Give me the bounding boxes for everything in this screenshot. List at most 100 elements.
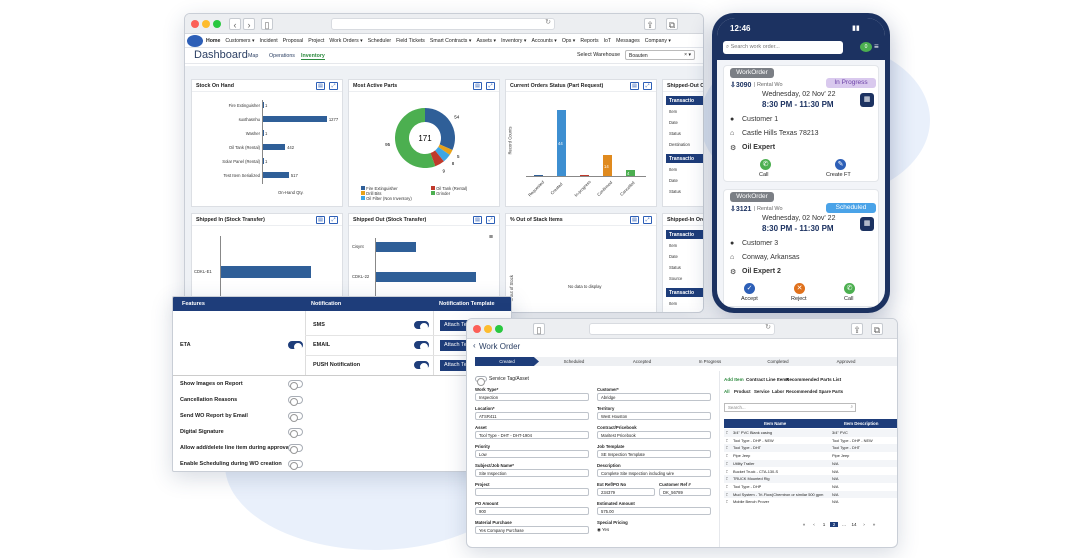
subtab-product[interactable]: Product bbox=[734, 389, 751, 394]
call-label[interactable]: Call bbox=[844, 296, 854, 302]
table-row[interactable]: Mud System - Tri-Flow(Chemtron or simila… bbox=[724, 490, 897, 499]
nav-item-field-tickets[interactable]: Field Tickets bbox=[396, 37, 425, 44]
calendar-icon[interactable]: ▦ bbox=[860, 217, 874, 231]
expand-icon[interactable]: ⤢ bbox=[643, 216, 652, 224]
expand-icon[interactable]: ⤢ bbox=[643, 82, 652, 90]
field-input[interactable]: Inspection bbox=[475, 393, 589, 401]
subtab-service[interactable]: Service bbox=[754, 389, 770, 394]
page-button[interactable]: ... bbox=[842, 522, 846, 527]
field-input[interactable] bbox=[475, 488, 589, 496]
feature-toggle[interactable] bbox=[288, 380, 303, 390]
maximize-dot[interactable] bbox=[495, 325, 503, 333]
reload-icon[interactable]: ↻ bbox=[765, 324, 771, 331]
row-checkbox[interactable]: □ bbox=[726, 491, 729, 497]
nav-item-inventory[interactable]: Inventory ▾ bbox=[501, 37, 527, 44]
table-row[interactable]: TRUCK Mounted Rig N/A □ bbox=[724, 475, 897, 483]
nav-item-proposal[interactable]: Proposal bbox=[282, 37, 304, 44]
page-button[interactable]: 1 bbox=[822, 522, 826, 527]
accept-icon[interactable]: ✓ bbox=[744, 283, 755, 294]
table-row[interactable]: Utility Trailer N/A □ bbox=[724, 459, 897, 468]
feature-toggle[interactable] bbox=[288, 396, 303, 406]
tab-operations[interactable]: Operations bbox=[269, 53, 295, 59]
address-bar[interactable]: ↻ bbox=[589, 323, 775, 335]
nav-item-accounts[interactable]: Accounts ▾ bbox=[531, 37, 557, 44]
field-input[interactable]: DK_56789 bbox=[659, 488, 711, 496]
field-input[interactable]: Complete Site Inspection including wire bbox=[597, 469, 711, 477]
feature-toggle[interactable] bbox=[288, 460, 303, 470]
sidebar-icon[interactable]: ▯ bbox=[533, 323, 545, 335]
field-input[interactable]: ATSR411 bbox=[475, 412, 589, 420]
call-label[interactable]: Call bbox=[759, 172, 769, 178]
push-toggle[interactable] bbox=[414, 361, 429, 371]
expand-icon[interactable]: ⤢ bbox=[329, 82, 338, 90]
nav-item-project[interactable]: Project bbox=[308, 37, 325, 44]
menu-icon[interactable]: ≡ bbox=[488, 234, 493, 241]
print-icon[interactable]: ▤ bbox=[630, 82, 639, 90]
tab-contract-line-items[interactable]: Contract Line Items bbox=[746, 377, 789, 382]
search-icon[interactable]: ⌕ bbox=[850, 404, 853, 409]
phone-icon[interactable]: ✆ bbox=[760, 159, 771, 170]
field-input[interactable]: Low bbox=[475, 450, 589, 458]
row-checkbox[interactable]: □ bbox=[726, 476, 729, 482]
page-button[interactable]: » bbox=[872, 522, 876, 527]
phone-icon[interactable]: ✆ bbox=[844, 283, 855, 294]
attach-template-button[interactable]: Attach Te bbox=[440, 360, 480, 371]
nav-item-iot[interactable]: IoT bbox=[603, 37, 612, 44]
table-row[interactable]: Bucket Truck - CTA-130-S N/A □ bbox=[724, 467, 897, 476]
table-row[interactable]: Pipe Jeep Pipe Jeep □ bbox=[724, 452, 897, 460]
calendar-icon[interactable]: ▦ bbox=[860, 93, 874, 107]
nav-item-reports[interactable]: Reports bbox=[580, 37, 599, 44]
nav-item-messages[interactable]: Messages bbox=[616, 37, 640, 44]
field-input[interactable]: Maritest Pricebook bbox=[597, 431, 711, 439]
field-input[interactable]: West Houston bbox=[597, 412, 711, 420]
row-checkbox[interactable]: □ bbox=[726, 483, 729, 489]
print-icon[interactable]: ▤ bbox=[316, 82, 325, 90]
feature-toggle[interactable] bbox=[288, 428, 303, 438]
create-ft-label[interactable]: Create FT bbox=[826, 172, 851, 178]
table-row[interactable]: Tool Type - DHP N/A □ bbox=[724, 482, 897, 491]
clear-icon[interactable]: × ▾ bbox=[684, 52, 691, 58]
nav-item-home[interactable]: Home bbox=[206, 37, 221, 44]
nav-item-scheduler[interactable]: Scheduler bbox=[367, 37, 392, 44]
attach-template-button[interactable]: Attach Te bbox=[440, 320, 480, 331]
step-scheduled[interactable]: Scheduled bbox=[563, 359, 585, 364]
special-pricing-radio[interactable]: ◉ Yes bbox=[597, 527, 610, 532]
minimize-dot[interactable] bbox=[202, 20, 210, 28]
step-in-progress[interactable]: In Progress bbox=[698, 359, 722, 364]
workorder-card[interactable]: WorkOrder ⇩3121 | Rental Wo Scheduled We… bbox=[723, 189, 879, 307]
subtab-spare-parts[interactable]: Recommended Spare Parts bbox=[786, 389, 844, 394]
nav-item-company[interactable]: Company ▾ bbox=[644, 37, 671, 44]
search-input[interactable]: ⌕ Search work order... bbox=[723, 41, 843, 54]
print-icon[interactable]: ▤ bbox=[316, 216, 325, 224]
page-button[interactable]: « bbox=[802, 522, 806, 527]
address-bar[interactable]: ↻ bbox=[331, 18, 555, 30]
table-row[interactable]: Tool Type - DHT Tool Type - DHT □ bbox=[724, 444, 897, 453]
field-input[interactable]: Tool Type - DHT - DHT-1904 bbox=[475, 431, 589, 439]
eta-toggle[interactable] bbox=[288, 341, 303, 351]
row-checkbox[interactable]: □ bbox=[726, 453, 729, 459]
table-row[interactable]: Mobile Bench Prover N/A □ bbox=[724, 498, 897, 506]
row-checkbox[interactable]: □ bbox=[726, 437, 729, 443]
expand-icon[interactable]: ⤢ bbox=[329, 216, 338, 224]
accept-label[interactable]: Accept bbox=[741, 296, 758, 302]
back-icon[interactable]: ‹ bbox=[229, 18, 241, 30]
attach-template-button[interactable]: Attach Te bbox=[440, 340, 480, 351]
row-checkbox[interactable]: □ bbox=[726, 430, 729, 435]
field-input[interactable]: Site Inspection bbox=[475, 469, 589, 477]
expand-icon[interactable]: ⤢ bbox=[486, 82, 495, 90]
warehouse-select[interactable]: Boauten × ▾ bbox=[625, 50, 695, 60]
tab-map[interactable]: Map bbox=[248, 53, 259, 59]
print-icon[interactable]: ▤ bbox=[630, 216, 639, 224]
create-ft-icon[interactable]: ✎ bbox=[835, 159, 846, 170]
row-checkbox[interactable]: □ bbox=[726, 460, 729, 466]
field-input[interactable]: SE Inspection Template bbox=[597, 450, 711, 458]
page-button[interactable]: 2 bbox=[830, 522, 838, 527]
tab-recommended-parts[interactable]: Recommended Parts List bbox=[786, 377, 842, 382]
subtab-labor[interactable]: Labor bbox=[772, 389, 785, 394]
nav-item-assets[interactable]: Assets ▾ bbox=[476, 37, 497, 44]
nav-item-smart-contracts[interactable]: Smart Contracts ▾ bbox=[429, 37, 472, 44]
step-completed[interactable]: Completed bbox=[767, 359, 789, 364]
nav-item-work-orders[interactable]: Work Orders ▾ bbox=[329, 37, 363, 44]
badge[interactable]: 0 bbox=[860, 42, 872, 52]
nav-item-ops[interactable]: Ops ▾ bbox=[561, 37, 576, 44]
